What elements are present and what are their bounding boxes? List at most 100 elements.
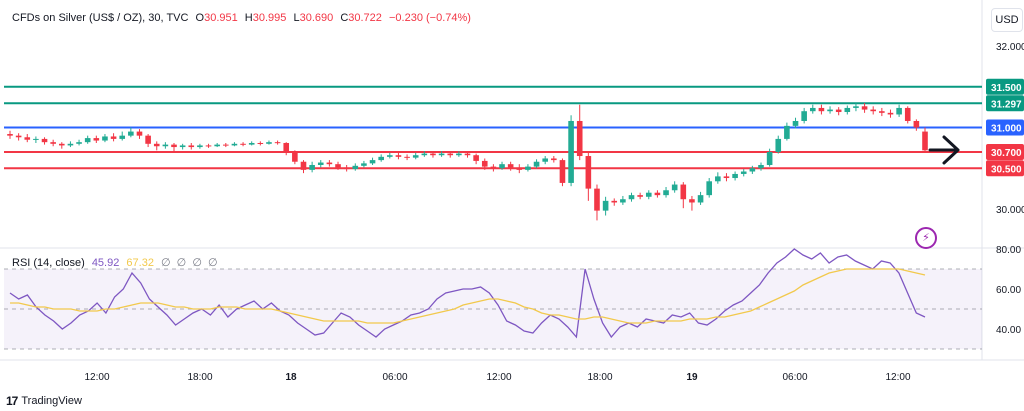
candle-body xyxy=(361,163,367,166)
candle-body xyxy=(507,164,514,168)
candle-body xyxy=(473,155,479,161)
candle-body xyxy=(274,142,281,144)
candle-body xyxy=(844,107,851,113)
price-level-label: 30.500 xyxy=(991,164,1022,175)
candle-body xyxy=(188,145,195,148)
candle-body xyxy=(732,173,738,179)
candle-body xyxy=(153,143,160,147)
arrow-right-icon xyxy=(928,135,960,165)
change-value: −0.230 (−0.74%) xyxy=(388,12,471,24)
candle-body xyxy=(879,111,885,113)
tradingview-brand[interactable]: 17 TradingView xyxy=(6,394,82,408)
high-label: H xyxy=(244,12,253,24)
candle-body xyxy=(369,160,376,164)
candle-body xyxy=(801,111,807,121)
candle-body xyxy=(179,145,186,148)
candle-body xyxy=(551,158,557,161)
time-axis-tick: 18:00 xyxy=(187,372,212,383)
currency-button[interactable]: USD xyxy=(991,8,1023,32)
time-axis-tick: 19 xyxy=(686,372,698,383)
candle-body xyxy=(58,143,65,146)
candle-body xyxy=(283,142,290,152)
candle-body xyxy=(516,167,523,170)
candle-body xyxy=(404,156,410,158)
candle-body xyxy=(15,135,22,138)
candle-body xyxy=(110,136,117,139)
candle-body xyxy=(576,120,583,157)
time-axis-tick: 12:00 xyxy=(84,372,109,383)
candle-body xyxy=(326,162,333,165)
candle-body xyxy=(136,131,143,136)
close-value: 30.722 xyxy=(348,12,382,24)
candle-body xyxy=(663,190,669,196)
candle-body xyxy=(792,120,799,126)
candle-body xyxy=(335,164,341,168)
candle-body xyxy=(542,158,548,162)
candle-body xyxy=(870,109,877,112)
candle-body xyxy=(654,192,661,196)
candle-body xyxy=(300,161,307,170)
candle-body xyxy=(809,107,816,112)
candle-body xyxy=(481,160,488,167)
candle-body xyxy=(171,144,177,148)
candle-body xyxy=(266,142,272,144)
candle-body xyxy=(499,164,505,169)
candle-body xyxy=(594,188,600,211)
candle-body xyxy=(438,153,445,156)
rsi-line xyxy=(9,248,926,339)
low-label: L xyxy=(293,12,300,24)
candle-body xyxy=(853,106,859,108)
candle-body xyxy=(740,171,747,174)
candle-body xyxy=(490,166,497,169)
candle-body xyxy=(715,176,721,182)
candle-body xyxy=(706,181,712,196)
candle-body xyxy=(317,162,324,165)
candle-body xyxy=(223,144,229,146)
close-label: C xyxy=(340,12,349,24)
candle-body xyxy=(611,200,618,203)
price-level-tag xyxy=(986,143,1024,160)
lightning-icon[interactable]: ⚡ xyxy=(915,227,937,249)
rsi-axis-tick: 80.00 xyxy=(996,245,1021,256)
candle-body xyxy=(533,161,540,167)
candle-body xyxy=(723,176,730,179)
candle-body xyxy=(395,155,402,157)
price-level-tag xyxy=(986,95,1024,112)
candle-body xyxy=(378,156,384,161)
rsi-value: 45.92 xyxy=(91,257,120,269)
candle-body xyxy=(33,138,39,140)
candle-body xyxy=(93,138,100,141)
candle-body xyxy=(602,200,609,211)
tradingview-logo: 17 xyxy=(6,394,18,408)
candle-body xyxy=(84,138,91,143)
candle-body xyxy=(818,107,825,112)
rsi-extra: ∅ xyxy=(176,257,187,269)
candle-body xyxy=(637,195,643,197)
candle-body xyxy=(214,144,220,147)
price-level-tag xyxy=(986,119,1024,136)
candle-body xyxy=(67,143,74,146)
candle-body xyxy=(749,168,756,172)
candle-body xyxy=(412,155,419,158)
price-level-tag xyxy=(986,78,1024,95)
candle-body xyxy=(50,142,56,144)
price-axis-tick: 30.000 xyxy=(996,205,1024,216)
candle-body xyxy=(689,199,695,203)
candle-body xyxy=(835,109,842,113)
candle-body xyxy=(447,153,454,156)
candle-body xyxy=(248,142,255,145)
candle-body xyxy=(671,184,678,191)
candle-body xyxy=(119,135,126,139)
candle-body xyxy=(41,138,48,143)
candle-body xyxy=(680,184,687,200)
rsi-extra: ∅ xyxy=(207,257,218,269)
candle-body xyxy=(827,109,833,112)
time-axis-tick: 12:00 xyxy=(885,372,910,383)
rsi-ma-value: 67.32 xyxy=(126,257,154,269)
candle-body xyxy=(525,166,531,170)
candle-body xyxy=(568,120,574,183)
high-value: 30.995 xyxy=(252,12,287,24)
symbol-name: CFDs on Silver (US$ / OZ), 30, TVC xyxy=(12,12,189,24)
